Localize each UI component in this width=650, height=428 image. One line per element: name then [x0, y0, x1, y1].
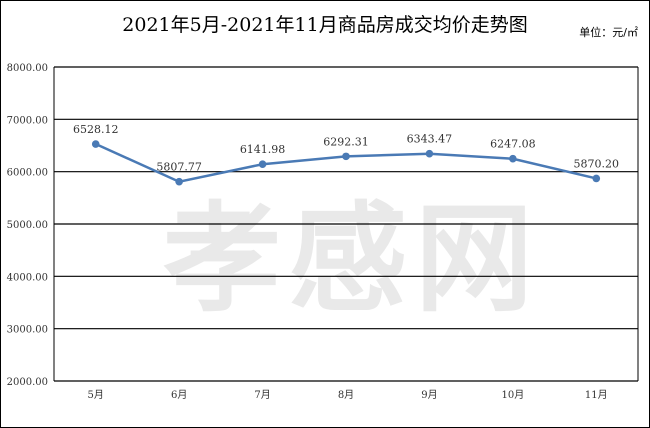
- data-point: [592, 174, 601, 183]
- data-point: [258, 160, 267, 169]
- data-label: 6528.12: [73, 123, 119, 136]
- data-label: 6292.31: [323, 135, 369, 148]
- x-tick-label: 10月: [501, 389, 524, 401]
- data-label: 6247.08: [490, 138, 536, 151]
- x-tick-label: 11月: [585, 389, 608, 401]
- y-tick-label: 5000.00: [7, 220, 48, 231]
- data-point: [175, 177, 183, 186]
- data-point: [509, 154, 517, 163]
- data-label: 6141.98: [240, 143, 286, 156]
- x-tick-label: 5月: [88, 389, 104, 401]
- data-points: [91, 140, 601, 186]
- data-point: [425, 149, 434, 158]
- x-tick-label: 6月: [171, 389, 187, 401]
- data-label: 5870.20: [574, 157, 620, 170]
- y-tick-label: 2000.00: [7, 377, 48, 388]
- x-tick-label: 8月: [338, 389, 354, 401]
- y-tick-label: 8000.00: [7, 63, 48, 74]
- unit-label: 单位：元/㎡: [579, 26, 638, 39]
- data-point: [91, 140, 100, 148]
- watermark: 孝感网: [163, 190, 541, 328]
- y-axis-ticks: 2000.00 3000.00 4000.00 5000.00 6000.00 7000.…: [7, 63, 48, 388]
- y-tick-label: 4000.00: [7, 272, 48, 283]
- x-tick-label: 7月: [254, 389, 270, 401]
- grid-lines: [53, 66, 639, 382]
- x-axis-ticks: 5月 6月 7月 8月 9月 10月 11月: [88, 389, 608, 401]
- data-label: 5807.77: [156, 161, 202, 174]
- y-tick-label: 6000.00: [7, 168, 48, 179]
- data-point: [342, 152, 350, 161]
- chart-title: 2021年5月-2021年11月商品房成交均价走势图: [122, 14, 528, 36]
- y-tick-label: 7000.00: [7, 115, 48, 126]
- x-tick-label: 9月: [421, 389, 437, 401]
- y-tick-label: 3000.00: [7, 325, 48, 336]
- data-label: 6343.47: [407, 133, 453, 146]
- data-labels: 6528.12 5807.77 6141.98 6292.31 6343.47 6247.…: [73, 123, 619, 174]
